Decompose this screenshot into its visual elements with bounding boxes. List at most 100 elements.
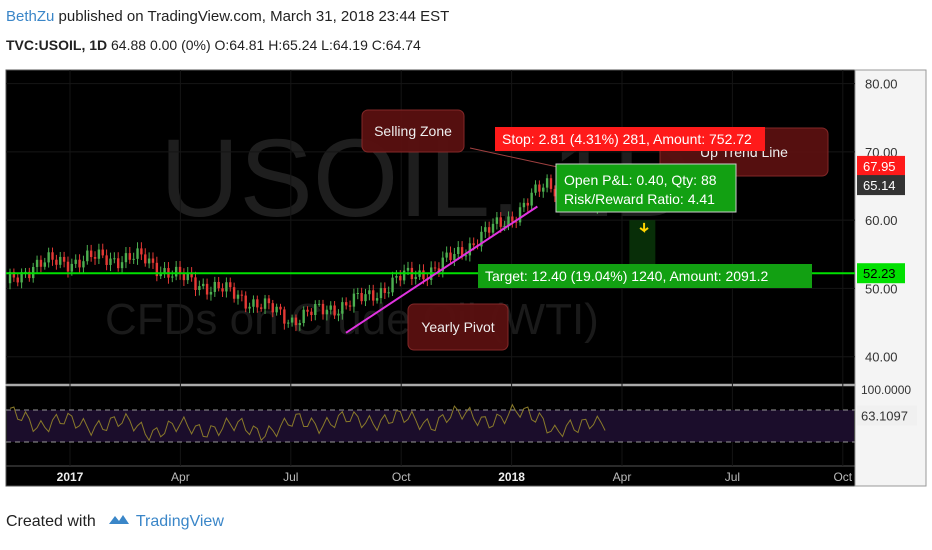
candle-body bbox=[298, 323, 302, 326]
candle-body bbox=[495, 217, 499, 224]
candle-body bbox=[522, 202, 526, 208]
candle-body bbox=[229, 282, 232, 288]
candle-body bbox=[449, 252, 452, 261]
stop-label-box[interactable] bbox=[495, 127, 765, 151]
candle-body bbox=[47, 252, 50, 263]
candle-body bbox=[16, 277, 19, 283]
rsi-value-label: 63.1097 bbox=[861, 409, 908, 424]
risk-reward-label: Risk/Reward Ratio: 4.41 bbox=[564, 191, 715, 207]
candle-body bbox=[437, 268, 441, 272]
candle-body bbox=[314, 304, 317, 316]
candle-body bbox=[101, 249, 104, 256]
selling-zone-note-box[interactable] bbox=[361, 109, 465, 153]
candle-body bbox=[491, 223, 495, 233]
pivot-price-label: 52.23 bbox=[863, 266, 896, 281]
candle-body bbox=[59, 256, 62, 265]
candle-body bbox=[457, 247, 460, 254]
up-trend-line[interactable] bbox=[345, 205, 538, 334]
candle-body bbox=[155, 262, 159, 277]
candle-body bbox=[194, 277, 197, 290]
candle-body bbox=[542, 187, 545, 192]
candle-body bbox=[136, 248, 139, 259]
candle-body bbox=[113, 258, 116, 260]
author-link[interactable]: BethZu bbox=[6, 8, 55, 25]
candle-body bbox=[333, 305, 336, 316]
selling-zone-note-label: Selling Zone bbox=[374, 123, 452, 139]
candle-body bbox=[8, 271, 12, 284]
x-tick-label: Apr bbox=[171, 470, 190, 484]
yearly-pivot-note-label: Yearly Pivot bbox=[421, 319, 495, 335]
x-tick-label: Oct bbox=[392, 470, 411, 484]
candle-body bbox=[89, 250, 93, 257]
candle-body bbox=[240, 294, 244, 296]
rsi-line bbox=[9, 403, 606, 442]
watermark-name: CFDs on Crude Oil (WTI) bbox=[105, 295, 599, 344]
current-price-label-tag bbox=[857, 175, 905, 196]
candle-body bbox=[379, 288, 383, 299]
candle-body bbox=[82, 261, 85, 268]
candle-body bbox=[484, 227, 487, 232]
candle-body bbox=[259, 307, 263, 309]
symbol-label: TVC:USOIL, 1D bbox=[6, 37, 108, 53]
candle-body bbox=[86, 250, 89, 262]
candle-body bbox=[414, 276, 417, 280]
candle-body bbox=[287, 322, 290, 324]
candle-body bbox=[213, 281, 217, 292]
candle-body bbox=[526, 202, 529, 206]
candle-body bbox=[375, 298, 379, 301]
candle-body bbox=[344, 302, 348, 306]
candle-body bbox=[329, 305, 332, 310]
target-label-box[interactable] bbox=[478, 264, 812, 288]
candle-body bbox=[12, 271, 16, 278]
candle-body bbox=[279, 306, 282, 310]
candle-body bbox=[352, 293, 356, 307]
open-pl-label: Open P&L: 0.40, Qty: 88 bbox=[564, 172, 717, 188]
candle-body bbox=[202, 283, 205, 287]
candles bbox=[8, 174, 607, 332]
x-tick-label: Jul bbox=[725, 470, 740, 484]
candle-body bbox=[507, 216, 510, 227]
pivot-price-label-tag bbox=[857, 263, 905, 284]
candle-body bbox=[70, 263, 74, 272]
candle-body bbox=[518, 207, 522, 223]
candle-body bbox=[43, 262, 46, 267]
candle-body bbox=[163, 268, 166, 273]
x-tick-label: 2018 bbox=[498, 470, 525, 484]
candle-body bbox=[503, 226, 506, 228]
candle-body bbox=[395, 276, 398, 278]
publish-info: BethZu published on TradingView.com, Mar… bbox=[6, 8, 449, 25]
tradingview-brand-link[interactable]: TradingView bbox=[135, 512, 224, 530]
candle-body bbox=[372, 290, 375, 301]
candle-body bbox=[232, 287, 236, 299]
candle-body bbox=[325, 309, 329, 315]
candle-body bbox=[144, 254, 147, 264]
candle-body bbox=[283, 309, 286, 324]
candle-body bbox=[198, 286, 201, 290]
candle-body bbox=[553, 188, 557, 197]
candle-body bbox=[317, 303, 321, 305]
candle-body bbox=[105, 255, 108, 265]
candle-body bbox=[310, 311, 313, 316]
candle-body bbox=[51, 252, 54, 260]
candle-body bbox=[151, 258, 155, 263]
candle-body bbox=[236, 294, 240, 299]
candle-body bbox=[545, 178, 549, 188]
candle-body bbox=[453, 253, 456, 261]
x-tick-label: Apr bbox=[613, 470, 632, 484]
candle-body bbox=[499, 217, 502, 227]
candle-body bbox=[178, 266, 182, 275]
candle-body bbox=[538, 184, 541, 192]
candle-body bbox=[464, 255, 468, 257]
candle-body bbox=[28, 271, 31, 279]
candle-body bbox=[66, 261, 70, 272]
candle-body bbox=[186, 272, 189, 281]
open-pl-box[interactable] bbox=[555, 163, 737, 213]
yearly-pivot-note-box[interactable] bbox=[407, 303, 509, 351]
candle-body bbox=[530, 192, 533, 206]
rsi-top-label: 100.0000 bbox=[861, 383, 911, 397]
candle-body bbox=[55, 259, 58, 265]
footer: Created with TradingView bbox=[6, 512, 224, 531]
candle-body bbox=[348, 305, 352, 307]
candle-body bbox=[368, 290, 371, 295]
